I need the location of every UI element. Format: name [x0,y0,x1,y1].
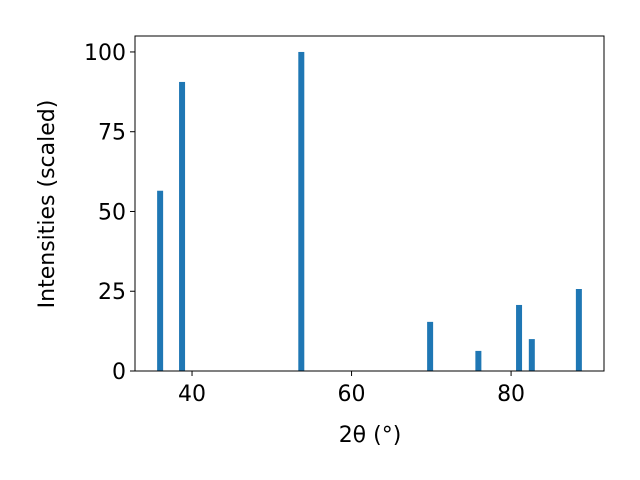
bar [528,339,535,371]
bar [298,51,305,371]
bar [475,350,482,371]
y-tick-label: 75 [98,121,126,146]
plot-frame [134,35,605,372]
bar [157,190,164,371]
x-tick-label: 40 [178,382,206,407]
x-tick-label: 80 [497,382,525,407]
y-tick-label: 100 [84,41,126,66]
y-tick-label: 0 [112,360,126,385]
bar [575,289,582,371]
y-tick-label: 25 [98,280,126,305]
x-axis-label: 2θ (°) [339,423,402,448]
bar [516,304,523,371]
y-axis-label: Intensities (scaled) [35,100,60,309]
bar [179,81,186,371]
x-tick-label: 60 [338,382,366,407]
y-tick-label: 50 [98,200,126,225]
bar [427,321,434,371]
